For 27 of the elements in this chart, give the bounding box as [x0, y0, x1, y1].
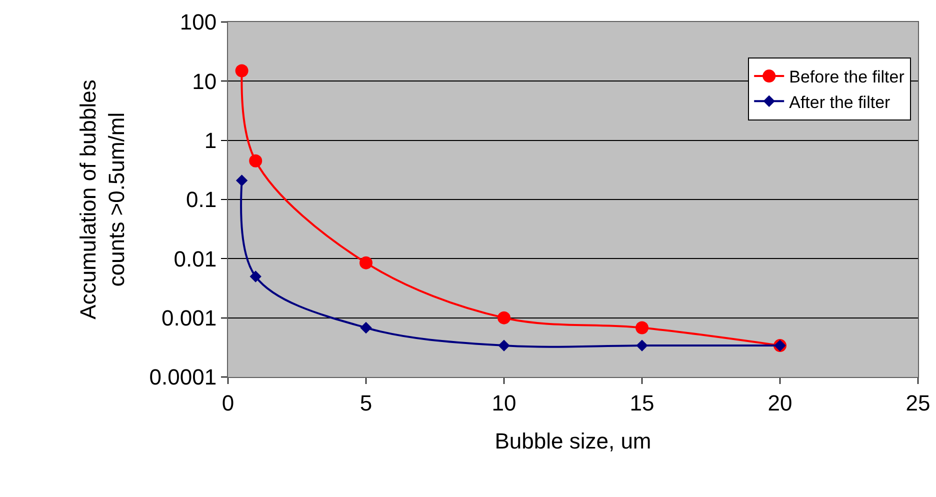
x-axis-title: Bubble size, um	[494, 428, 652, 454]
legend-label: After the filter	[789, 92, 891, 112]
legend-label: Before the filter	[789, 68, 905, 87]
y-tick-label: 100	[180, 10, 217, 35]
point	[636, 340, 648, 352]
y-tick-label: 0.01	[174, 246, 217, 272]
point	[360, 322, 372, 334]
x-tick-label: 15	[630, 390, 654, 416]
point	[498, 340, 510, 352]
point	[360, 256, 372, 270]
point	[249, 154, 262, 168]
y-tick-label: 0.001	[162, 306, 217, 331]
x-tick-label: 20	[768, 390, 792, 416]
point	[235, 64, 248, 78]
x-tick-label: 25	[906, 390, 930, 416]
y-axis-title: Accumulation of bubbles counts >0.5um/ml	[76, 80, 130, 320]
y-tick-label: 0.1	[186, 187, 217, 212]
y-tick-label: 0.0001	[149, 364, 217, 390]
point	[498, 311, 510, 324]
x-tick-label: 10	[492, 390, 516, 416]
y-tick-label: 10	[192, 68, 217, 94]
y-tick-label: 1	[204, 128, 217, 154]
point	[236, 174, 248, 186]
x-tick-label: 5	[360, 390, 372, 416]
x-tick-label: 0	[222, 390, 234, 416]
point	[636, 321, 648, 334]
point	[250, 270, 262, 282]
